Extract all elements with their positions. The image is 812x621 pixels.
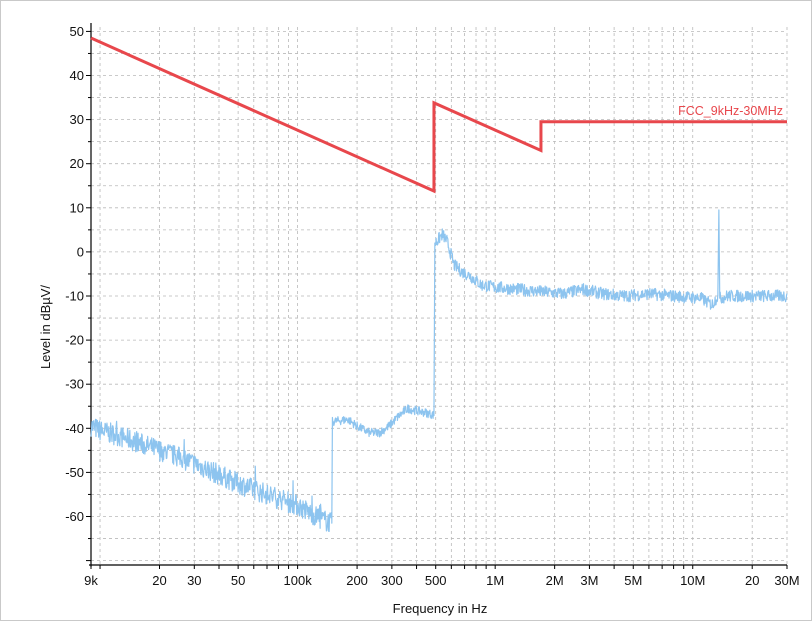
y-tick-label: -60: [65, 509, 84, 524]
x-tick-label: 30M: [774, 573, 799, 588]
measurement-trace: [90, 209, 788, 532]
y-tick-label: 20: [70, 156, 84, 171]
y-tick-label: -50: [65, 465, 84, 480]
x-tick-label: 5M: [624, 573, 642, 588]
y-tick-label: 50: [70, 24, 84, 39]
y-tick-label: 0: [77, 244, 84, 259]
x-tick-label: 2M: [546, 573, 564, 588]
x-tick-label: 3M: [580, 573, 598, 588]
y-tick-label: 10: [70, 200, 84, 215]
series-layer: [90, 36, 788, 532]
x-tick-label: 20: [745, 573, 759, 588]
limit-line: [90, 36, 787, 194]
x-tick-label: 20: [152, 573, 166, 588]
y-tick-label: -20: [65, 333, 84, 348]
limit-line-label: FCC_9kHz-30MHz: [678, 104, 783, 118]
x-tick-label: 50: [231, 573, 245, 588]
grid: [91, 27, 788, 565]
x-tick-label: 100k: [284, 573, 313, 588]
y-tick-label: 40: [70, 68, 84, 83]
x-tick-label: 200: [346, 573, 368, 588]
ticks: 50 40 30 20 10 0 -10 -20 -30 -40 -50 -60 9k 20 30 50 100…: [65, 24, 799, 588]
y-tick-label: -10: [65, 289, 84, 304]
y-tick-label: -40: [65, 421, 84, 436]
x-tick-label: 9k: [84, 573, 98, 588]
x-axis-label: Frequency in Hz: [393, 601, 488, 616]
x-tick-label: 10M: [680, 573, 705, 588]
axes: [89, 23, 787, 567]
y-tick-label: 30: [70, 112, 84, 127]
y-axis-label: Level in dBµV/: [38, 285, 53, 369]
x-tick-label: 30: [187, 573, 201, 588]
x-tick-label: 300: [381, 573, 403, 588]
y-tick-label: -30: [65, 377, 84, 392]
x-tick-label: 500: [425, 573, 447, 588]
x-tick-label: 1M: [486, 573, 504, 588]
